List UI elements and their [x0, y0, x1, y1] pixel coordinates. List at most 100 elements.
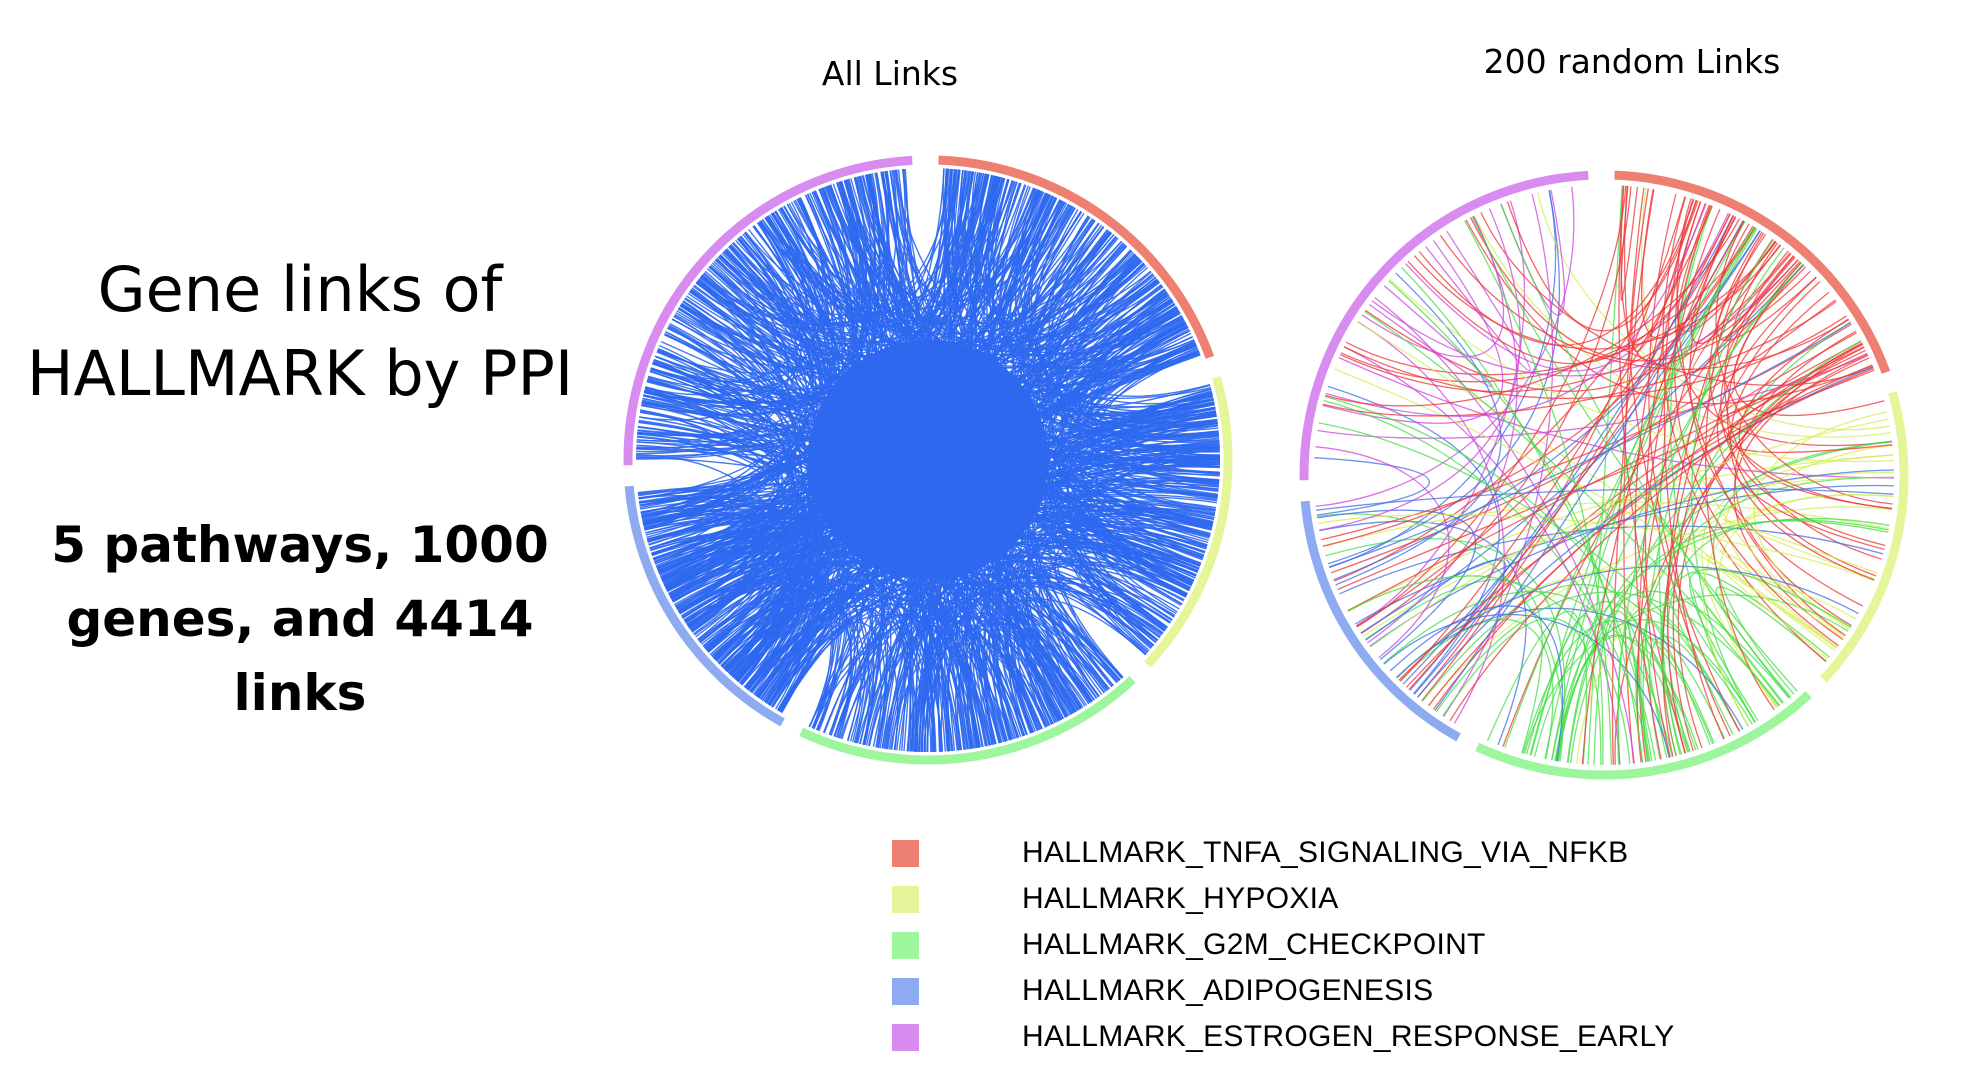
gene-link — [1335, 272, 1502, 586]
legend-swatch — [892, 978, 919, 1005]
gene-link — [918, 631, 1041, 752]
gene-link — [1104, 482, 1219, 531]
gene-link — [1030, 564, 1147, 681]
gene-link — [750, 580, 1164, 693]
all-arcs-group — [623, 155, 1233, 765]
gene-link — [1094, 348, 1215, 516]
gene-link — [1640, 476, 1895, 762]
gene-link — [1471, 216, 1798, 692]
gene-link — [856, 581, 1171, 744]
gene-link — [1642, 247, 1785, 762]
gene-link — [1075, 479, 1220, 632]
gene-link — [1690, 216, 1799, 344]
gene-link — [921, 609, 1019, 752]
gene-link — [1343, 315, 1847, 399]
gene-link — [1389, 278, 1894, 463]
gene-link — [1399, 205, 1713, 682]
pathway-arc — [1614, 170, 1891, 374]
gene-link — [1316, 487, 1894, 511]
random-links-title: 200 random Links — [1483, 42, 1781, 81]
gene-link — [1038, 462, 1221, 709]
gene-link — [642, 395, 794, 584]
gene-link — [1718, 549, 1851, 639]
gene-link — [663, 551, 778, 649]
gene-link — [1533, 517, 1890, 757]
gene-link — [1587, 185, 1623, 765]
gene-link — [1396, 565, 1860, 679]
gene-link — [1364, 579, 1543, 754]
gene-link — [1315, 446, 1450, 659]
summary-line-2: genes, and 4414 — [66, 590, 534, 648]
gene-link — [1554, 261, 1802, 761]
gene-link — [1443, 193, 1554, 717]
random-arcs-group — [1299, 170, 1909, 780]
gene-link — [1009, 570, 1147, 721]
gene-link — [667, 281, 821, 394]
random-links-group — [1314, 185, 1895, 766]
pathway-arc — [1300, 500, 1461, 742]
gene-link — [1322, 300, 1837, 417]
gene-link — [961, 612, 1065, 750]
gene-link — [1367, 215, 1518, 644]
legend-label: HALLMARK_HYPOXIA — [1022, 882, 1339, 915]
gene-link — [1315, 186, 1575, 508]
gene-link — [1663, 198, 1725, 740]
all-links-chord-diagram — [623, 155, 1233, 765]
gene-link — [1333, 199, 1698, 582]
all-links-title: All Links — [821, 54, 959, 93]
gene-link — [1672, 281, 1821, 752]
gene-link — [1634, 199, 1697, 760]
summary-line-1: 5 pathways, 1000 — [51, 516, 549, 574]
gene-link — [1556, 619, 1757, 762]
gene-link — [1325, 203, 1707, 417]
gene-link — [651, 526, 813, 678]
gene-link — [1356, 216, 1737, 627]
gene-link — [1567, 520, 1889, 763]
gene-link — [668, 325, 799, 681]
gene-link — [885, 170, 1001, 323]
gene-link — [1078, 466, 1220, 535]
gene-link — [1617, 263, 1804, 765]
all-links-group — [635, 168, 1221, 753]
gene-link — [889, 170, 1018, 299]
gene-link — [910, 576, 1167, 752]
gene-link — [1077, 293, 1187, 598]
gene-link — [1061, 324, 1218, 432]
gene-link — [1056, 266, 1219, 437]
gene-link — [1364, 310, 1780, 707]
gene-link — [646, 351, 773, 539]
gene-link — [1050, 340, 1200, 410]
gene-link — [1465, 219, 1873, 405]
gene-link — [678, 577, 853, 739]
gene-link — [1425, 230, 1531, 372]
gene-link — [695, 168, 952, 330]
gene-link — [1644, 201, 1702, 758]
legend-item: HALLMARK_HYPOXIA — [892, 876, 1792, 922]
gene-link — [953, 170, 1036, 323]
gene-link — [1339, 241, 1777, 393]
gene-link — [1733, 354, 1869, 641]
dense-link-core — [808, 340, 1048, 580]
gene-link — [1343, 346, 1621, 765]
gene-link — [1506, 200, 1699, 332]
gene-link — [1327, 190, 1560, 565]
gene-link — [1401, 266, 1657, 761]
heading-line-2: HALLMARK by PPI — [26, 337, 574, 410]
gene-link — [636, 254, 790, 442]
gene-link — [1705, 555, 1836, 660]
gene-link — [1724, 256, 1801, 342]
legend-swatch — [892, 1024, 919, 1051]
gene-link — [1439, 235, 1850, 370]
gene-link — [895, 169, 1214, 405]
gene-link — [652, 340, 808, 414]
gene-link — [1067, 326, 1189, 646]
gene-link — [1623, 185, 1731, 737]
gene-link — [1660, 568, 1852, 755]
pathway-arc — [938, 155, 1215, 359]
gene-link — [1720, 332, 1868, 417]
gene-link — [1620, 185, 1639, 302]
gene-link — [1013, 454, 1221, 733]
random-links-chord-diagram — [1299, 170, 1909, 780]
legend-label: HALLMARK_TNFA_SIGNALING_VIA_NFKB — [1022, 836, 1629, 869]
gene-link — [687, 569, 823, 706]
